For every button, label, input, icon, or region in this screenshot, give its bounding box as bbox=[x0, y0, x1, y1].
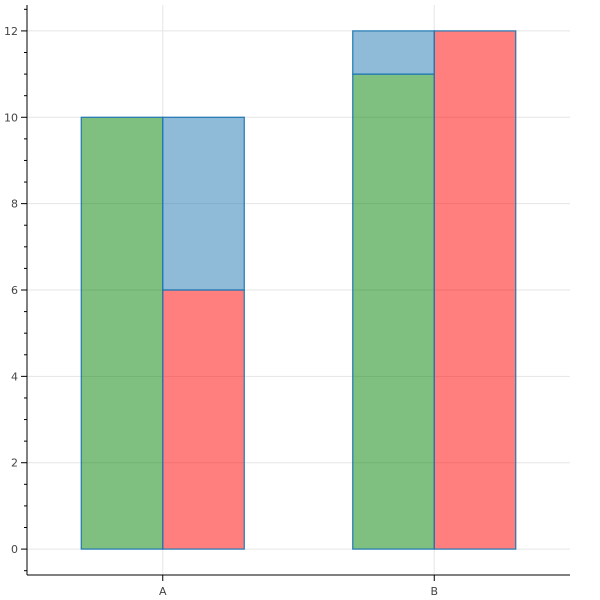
x-tick-label-A: A bbox=[159, 585, 167, 598]
y-tick-label: 6 bbox=[11, 284, 18, 297]
y-tick-label: 4 bbox=[11, 370, 18, 383]
y-tick-label: 10 bbox=[4, 111, 18, 124]
y-tick-label: 8 bbox=[11, 198, 18, 211]
bar-segment-A-0-0-10 bbox=[81, 117, 163, 549]
y-tick-label: 2 bbox=[11, 457, 18, 470]
bar-segment-A-1-6-10 bbox=[163, 117, 245, 290]
bar-segment-B-0-0-11 bbox=[353, 74, 435, 549]
bar-segment-B-1-0-12 bbox=[434, 31, 516, 549]
x-tick-label-B: B bbox=[430, 585, 438, 598]
bar-segment-B-0-11-12 bbox=[353, 31, 435, 74]
bar-segment-A-1-0-6 bbox=[163, 290, 245, 549]
y-tick-label: 12 bbox=[4, 25, 18, 38]
y-tick-label: 0 bbox=[11, 543, 18, 556]
